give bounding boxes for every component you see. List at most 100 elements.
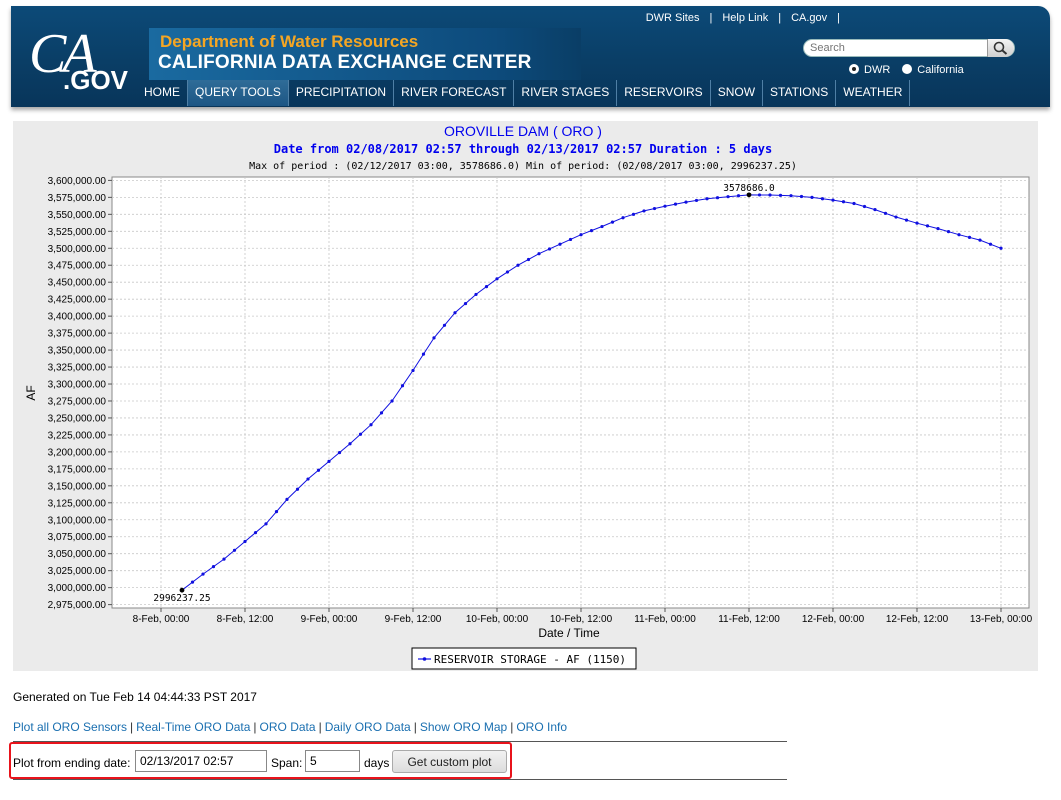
data-point <box>589 229 594 233</box>
data-point <box>379 411 384 415</box>
x-axis: 8-Feb, 00:00 8-Feb, 12:00 9-Feb, 00:00 9-Fe… <box>133 608 1033 625</box>
radio-dwr-label: DWR <box>864 64 891 76</box>
link-oro-data[interactable]: ORO Data <box>259 720 316 734</box>
data-point <box>957 233 961 237</box>
data-point <box>631 212 636 216</box>
y-tick-label: 3,200,000.00 <box>48 447 107 458</box>
ca-gov-logo[interactable]: CA .GOV <box>23 20 133 100</box>
custom-plot-form: Plot from ending date: Span: days Get cu… <box>9 742 512 779</box>
data-point <box>337 450 342 455</box>
y-tick-label: 3,050,000.00 <box>48 549 107 560</box>
data-point <box>841 200 846 204</box>
y-tick-label: 3,225,000.00 <box>48 430 107 441</box>
legend-box <box>411 647 637 670</box>
data-point <box>358 432 363 436</box>
days-label: days <box>364 756 390 770</box>
x-tick-label: 13-Feb, 00:00 <box>970 614 1033 625</box>
y-tick-label: 3,600,000.00 <box>48 176 107 187</box>
data-point <box>327 459 331 463</box>
data-point <box>484 285 489 289</box>
legend-marker-swatch <box>422 657 427 661</box>
data-point <box>610 220 615 224</box>
data-point <box>190 580 195 584</box>
link-daily-data[interactable]: Daily ORO Data <box>324 720 411 734</box>
y-tick-label: 3,250,000.00 <box>48 413 107 424</box>
generated-timestamp: Generated on Tue Feb 14 04:44:33 PST 201… <box>13 690 257 704</box>
y-tick-label: 3,350,000.00 <box>48 346 107 357</box>
top-link-help[interactable]: Help Link <box>722 12 769 24</box>
get-custom-plot-button[interactable]: Get custom plot <box>392 750 507 773</box>
data-point <box>925 224 930 228</box>
top-link-ca-gov[interactable]: CA.gov <box>791 12 828 24</box>
radio-dwr[interactable] <box>849 64 859 74</box>
x-tick-label: 9-Feb, 12:00 <box>385 614 442 625</box>
chart-legend: RESERVOIR STORAGE - AF (1150) <box>411 647 637 670</box>
nav-river-stages[interactable]: RIVER STAGES <box>514 80 618 106</box>
divider-bottom <box>13 779 787 780</box>
y-tick-label: 3,175,000.00 <box>48 464 107 475</box>
nav-precipitation[interactable]: PRECIPITATION <box>289 80 395 106</box>
y-tick-label: 3,025,000.00 <box>48 566 107 577</box>
end-date-label: Plot from ending date: <box>13 756 131 770</box>
data-point <box>621 216 625 220</box>
min-marker <box>179 587 185 593</box>
banner-panel <box>149 28 581 80</box>
span-input[interactable] <box>305 750 360 772</box>
nav-home[interactable]: HOME <box>137 80 188 106</box>
data-point <box>883 211 888 215</box>
top-link-dwr-sites[interactable]: DWR Sites <box>645 12 700 24</box>
link-real-time-data[interactable]: Real-Time ORO Data <box>136 720 251 734</box>
data-point <box>201 572 205 576</box>
y-tick-label: 3,150,000.00 <box>48 481 107 492</box>
divider: | <box>413 720 417 734</box>
data-point <box>673 202 678 206</box>
y-tick-label: 3,075,000.00 <box>48 532 107 543</box>
data-point <box>999 246 1003 250</box>
data-point <box>421 352 426 356</box>
data-point <box>768 193 772 197</box>
series-reservoir-storage <box>180 193 1003 592</box>
search-box <box>803 39 1015 57</box>
data-point <box>757 193 762 197</box>
data-point <box>852 201 856 206</box>
data-point <box>253 531 258 535</box>
chart-period-note: Max of period : (02/12/2017 03:00, 35786… <box>249 161 797 172</box>
y-tick-label: 3,575,000.00 <box>48 193 107 204</box>
nav-snow[interactable]: SNOW <box>711 80 764 106</box>
link-oro-info[interactable]: ORO Info <box>516 720 568 734</box>
end-date-input[interactable] <box>135 750 267 772</box>
data-point <box>390 399 394 403</box>
link-show-map[interactable]: Show ORO Map <box>419 720 508 734</box>
y-tick-label: 3,500,000.00 <box>48 244 107 255</box>
divider: | <box>130 720 134 734</box>
y-tick-label: 3,425,000.00 <box>48 295 107 306</box>
search-button[interactable] <box>987 39 1014 57</box>
department-name: Department of Water Resources <box>160 32 419 51</box>
data-point <box>211 564 216 569</box>
nav-query-tools[interactable]: QUERY TOOLS <box>188 80 289 106</box>
nav-stations[interactable]: STATIONS <box>763 80 837 106</box>
y-axis: 2,975,000.00 3,000,000.00 3,025,000.00 3,05… <box>48 176 112 611</box>
data-point <box>463 301 468 306</box>
search-input[interactable] <box>810 41 982 55</box>
data-point <box>978 238 982 242</box>
data-point <box>316 468 321 472</box>
nav-river-forecast[interactable]: RIVER FORECAST <box>394 80 515 106</box>
data-point <box>568 237 573 242</box>
y-tick-label: 3,525,000.00 <box>48 227 107 238</box>
data-point <box>705 197 709 201</box>
y-tick-label: 3,325,000.00 <box>48 363 107 374</box>
link-plot-all-sensors[interactable]: Plot all ORO Sensors <box>13 720 128 734</box>
y-tick-label: 3,475,000.00 <box>48 261 107 272</box>
divider: | <box>510 720 514 734</box>
nav-reservoirs[interactable]: RESERVOIRS <box>617 80 711 106</box>
chart-title: OROVILLE DAM ( ORO ) <box>444 123 602 139</box>
radio-california[interactable] <box>902 64 913 74</box>
chart-grid <box>112 177 1029 608</box>
site-title: CALIFORNIA DATA EXCHANGE CENTER <box>158 52 532 73</box>
data-point <box>306 477 310 481</box>
divider: | <box>837 12 840 24</box>
nav-weather[interactable]: WEATHER <box>836 80 911 106</box>
y-tick-label: 3,000,000.00 <box>48 583 107 594</box>
radio-california-label: California <box>917 64 964 76</box>
